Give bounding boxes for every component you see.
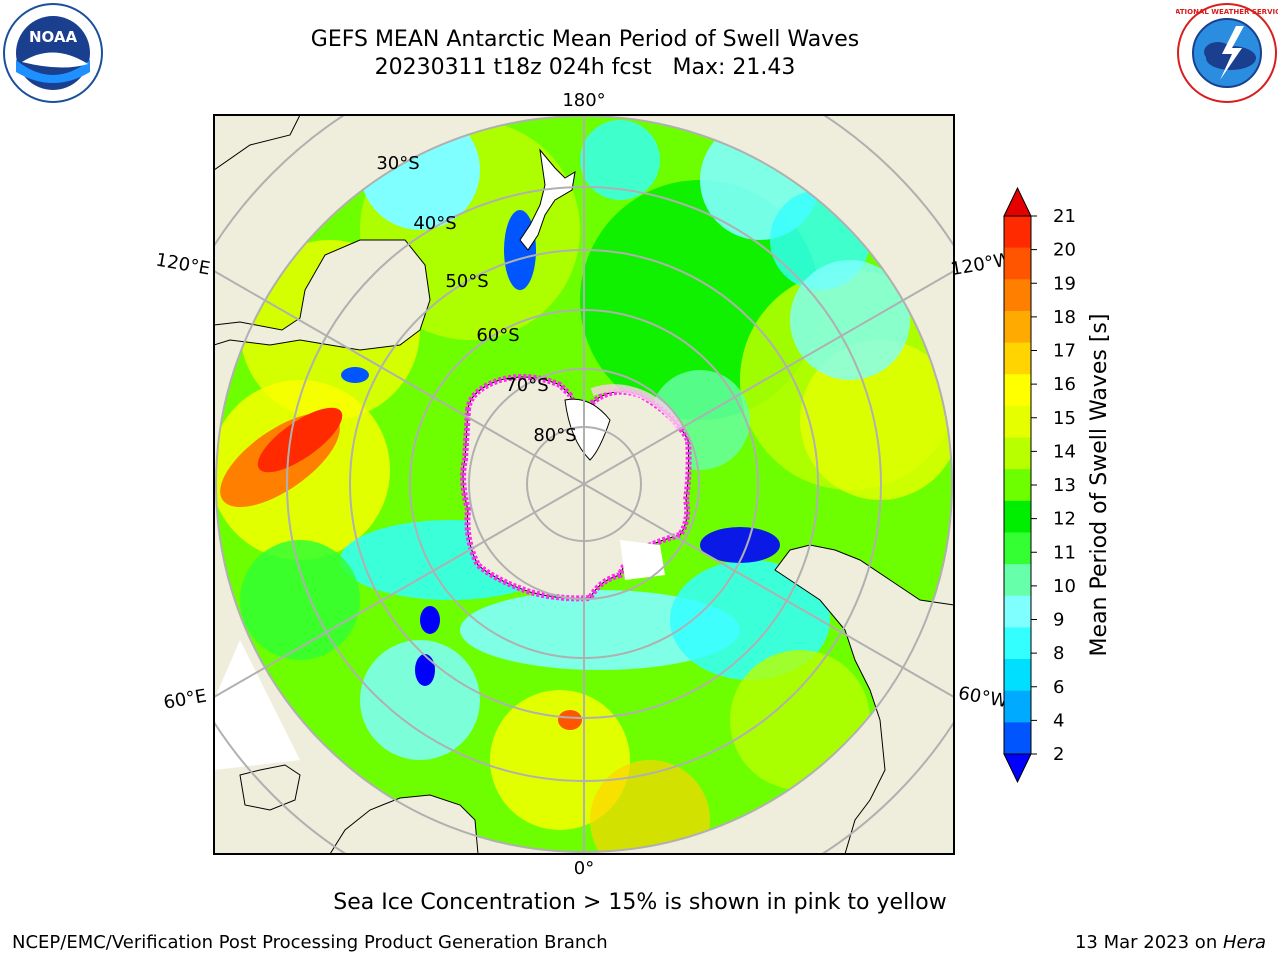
lat-label-40s: 40°S (413, 213, 456, 234)
longitude-grid (214, 115, 954, 854)
nws-logo-icon: NATIONAL WEATHER SERVICE (1176, 3, 1278, 103)
colorbar-segment (1004, 216, 1031, 249)
colorbar-segment (1004, 627, 1031, 660)
colorbar-tick-label: 15 (1053, 408, 1076, 429)
colorbar: 21 20 19 18 17 16 15 14 13 12 11 10 9 8 6 4 2 (1003, 186, 1076, 784)
colorbar-segment (1004, 310, 1031, 344)
colorbar-tick-label: 16 (1053, 374, 1076, 395)
lat-label-60s: 60°S (476, 325, 519, 346)
footer-host: Hera (1222, 932, 1266, 953)
footer-date: 13 Mar 2023 on Hera (1075, 932, 1266, 953)
weddell-sea-ice (620, 540, 665, 580)
colorbar-segment (1004, 247, 1031, 280)
colorbar-segment (1004, 469, 1031, 502)
colorbar-segment (1004, 690, 1031, 723)
lon-label-lower-right: 60°W (957, 683, 1010, 712)
colorbar-tick-label: 12 (1053, 509, 1076, 530)
title-line-2: 20230311 t18z 024h fcst Max: 21.43 (374, 55, 796, 80)
colorbar-tick-label: 8 (1053, 643, 1064, 664)
noaa-logo-icon: NOAA (3, 3, 103, 103)
sea-ice-edge (460, 373, 692, 602)
footer-credit: NCEP/EMC/Verification Post Processing Pr… (12, 932, 608, 953)
map-frame (213, 114, 955, 855)
colorbar-tick-label: 10 (1053, 576, 1076, 597)
colorbar-extend-max (1003, 186, 1032, 217)
ross-sea-ice (590, 384, 684, 432)
lat-label-80s: 80°S (533, 425, 576, 446)
noaa-logo-text: NOAA (29, 28, 78, 46)
caption: Sea Ice Concentration > 15% is shown in … (333, 890, 947, 915)
title-line-1: GEFS MEAN Antarctic Mean Period of Swell… (310, 27, 860, 52)
lat-label-30s: 30°S (376, 153, 419, 174)
colorbar-tick-label: 4 (1053, 710, 1064, 731)
colorbar-segment (1004, 659, 1031, 692)
colorbar-label: Mean Period of Swell Waves [s] (1087, 314, 1112, 657)
colorbar-tick-label: 19 (1053, 273, 1076, 294)
footer-date-text: 13 Mar 2023 on (1074, 932, 1223, 953)
colorbar-tick-label: 6 (1053, 677, 1064, 698)
colorbar-tick-label: 9 (1053, 610, 1064, 631)
colorbar-segment (1004, 722, 1031, 755)
colorbar-tick-label: 14 (1053, 441, 1076, 462)
lat-label-70s: 70°S (505, 375, 548, 396)
lon-label-upper-left: 120°E (154, 249, 212, 279)
colorbar-segment (1004, 564, 1031, 597)
lat-label-50s: 50°S (445, 271, 488, 292)
colorbar-segment (1004, 595, 1031, 628)
colorbar-segment (1004, 374, 1031, 407)
colorbar-tick-label: 21 (1053, 206, 1076, 227)
blank-area (214, 640, 300, 770)
australia-land (213, 239, 431, 351)
colorbar-extend-min (1003, 753, 1032, 784)
south-america-land (774, 544, 955, 855)
lon-label-lower-left: 60°E (162, 685, 208, 713)
lon-label-bottom: 0° (574, 858, 594, 879)
colorbar-tick-label: 17 (1053, 341, 1076, 362)
colorbar-segment (1004, 532, 1031, 565)
colorbar-segment (1004, 342, 1031, 375)
colorbar-segment (1004, 405, 1031, 439)
colorbar-tick-label: 2 (1053, 744, 1064, 765)
colorbar-tick-label: 11 (1053, 542, 1076, 563)
ross-ice-shelf (564, 398, 611, 461)
new-zealand-land (519, 148, 576, 251)
colorbar-segment (1004, 437, 1031, 470)
africa-land (329, 794, 479, 855)
colorbar-tick-label: 18 (1053, 307, 1076, 328)
colorbar-tick-label: 13 (1053, 475, 1076, 496)
colorbar-segment (1004, 500, 1031, 533)
lon-label-top: 180° (562, 90, 605, 111)
colorbar-tick-label: 20 (1053, 240, 1076, 261)
nws-logo-text: NATIONAL WEATHER SERVICE (1176, 8, 1278, 16)
colorbar-segment (1004, 279, 1031, 312)
